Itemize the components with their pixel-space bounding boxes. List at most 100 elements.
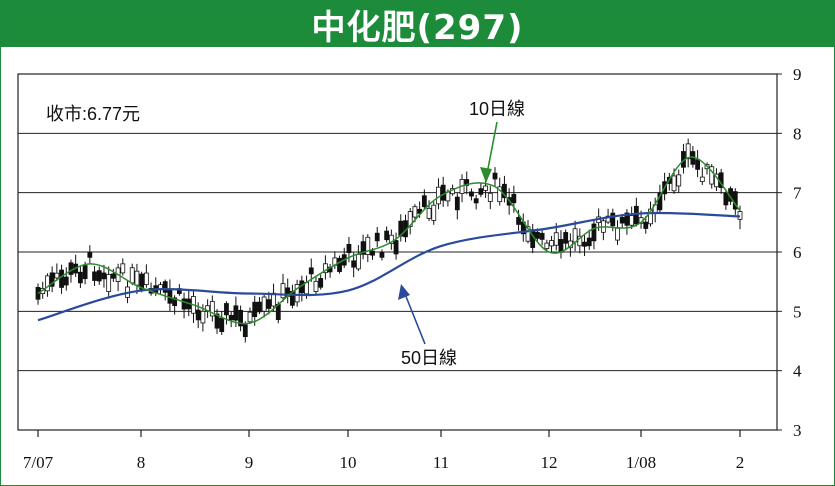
candle-body <box>134 270 140 286</box>
candle-body <box>469 191 474 197</box>
candle-body <box>219 317 225 333</box>
candle-body <box>181 298 187 310</box>
y-tick-label: 6 <box>793 243 802 262</box>
chart-title: 中化肥(297) <box>311 7 524 48</box>
candle-body <box>572 228 578 243</box>
candle-body <box>671 175 677 192</box>
candle-body <box>228 314 234 321</box>
candle-body <box>539 232 545 240</box>
candle-body <box>478 188 484 195</box>
candle-body <box>59 269 64 288</box>
candle-body <box>172 297 178 307</box>
y-tick-label: 3 <box>793 421 802 440</box>
y-axis: 9 8 7 6 5 4 3 <box>777 65 802 440</box>
y-tick-label: 4 <box>793 362 802 381</box>
candle-body <box>511 193 517 204</box>
candle-body <box>280 283 286 299</box>
candle-body <box>619 216 625 224</box>
candle-body <box>624 212 630 226</box>
candle-body <box>629 215 635 226</box>
candle-body <box>685 143 691 160</box>
candle-body <box>643 221 649 229</box>
candle-body <box>318 278 324 288</box>
candle-body <box>558 239 564 253</box>
candle-body <box>96 270 102 282</box>
candle-body <box>384 230 390 241</box>
candle-body <box>516 217 521 225</box>
close-annotation: 收市:6.77元 <box>46 104 140 124</box>
ma50-arrow <box>402 288 426 345</box>
candle-body <box>723 192 729 206</box>
candle-body <box>54 272 60 279</box>
candle-body <box>709 166 715 185</box>
candle-body <box>525 226 531 242</box>
candlesticks <box>35 138 743 343</box>
candle-body <box>440 184 446 201</box>
candle-body <box>483 185 488 191</box>
candle-body <box>355 253 361 270</box>
candle-body <box>695 159 700 170</box>
candle-body <box>487 192 493 202</box>
candle-body <box>158 284 163 290</box>
candle-body <box>586 237 592 247</box>
candle-body <box>346 243 352 254</box>
ma10-arrowhead <box>480 167 492 183</box>
candle-body <box>388 234 394 244</box>
candle-body <box>605 215 611 223</box>
candle-body <box>337 257 342 272</box>
candle-body <box>143 272 149 285</box>
candle-body <box>266 299 272 309</box>
candle-body <box>120 263 126 274</box>
candle-body <box>657 192 663 211</box>
candle-body <box>110 273 116 279</box>
candle-body <box>308 267 314 275</box>
candle-body <box>648 208 653 225</box>
candle-body <box>313 280 319 293</box>
candle-body <box>322 263 328 274</box>
candle-body <box>242 324 248 338</box>
candle-body <box>365 236 371 255</box>
candle-body <box>454 196 460 211</box>
candle-body <box>374 232 380 242</box>
candle-body <box>238 309 243 327</box>
ma50-label-bg <box>389 344 493 370</box>
y-tick-label: 9 <box>793 65 802 84</box>
candle-body <box>417 208 423 214</box>
x-tick-label: 9 <box>245 453 254 472</box>
ma50-label: 50日線 <box>401 348 457 368</box>
candle-body <box>615 227 620 241</box>
x-tick-label: 2 <box>736 453 745 472</box>
candle-body <box>676 174 682 187</box>
candle-body <box>360 241 366 255</box>
ma50-line <box>37 211 741 322</box>
candle-body <box>699 176 705 182</box>
x-tick-label: 12 <box>541 453 558 472</box>
ma10-label: 10日線 <box>469 99 525 119</box>
candle-body <box>129 267 135 284</box>
x-tick-label: 8 <box>137 453 146 472</box>
ma10-line <box>37 156 741 325</box>
candle-body <box>224 303 229 316</box>
candle-body <box>582 241 587 247</box>
candle-body <box>563 232 569 244</box>
candle-body <box>473 198 479 204</box>
y-tick-label: 7 <box>793 184 802 203</box>
candle-body <box>370 250 375 256</box>
candle-body <box>82 265 88 280</box>
candle-body <box>78 271 83 284</box>
candle-body <box>393 240 399 255</box>
candle-body <box>553 232 559 246</box>
candle-body <box>101 272 107 280</box>
candle-body <box>426 207 432 219</box>
candle-body <box>195 309 201 321</box>
x-tick-label: 1/08 <box>626 453 656 472</box>
candle-body <box>497 186 503 203</box>
candle-body <box>492 172 498 180</box>
candle-body <box>351 260 357 268</box>
candle-body <box>49 272 55 287</box>
candle-body <box>412 206 418 218</box>
x-axis: 7/07 8 9 10 11 12 1/08 2 <box>23 430 744 472</box>
title-bar: 中化肥(297) <box>1 1 834 48</box>
